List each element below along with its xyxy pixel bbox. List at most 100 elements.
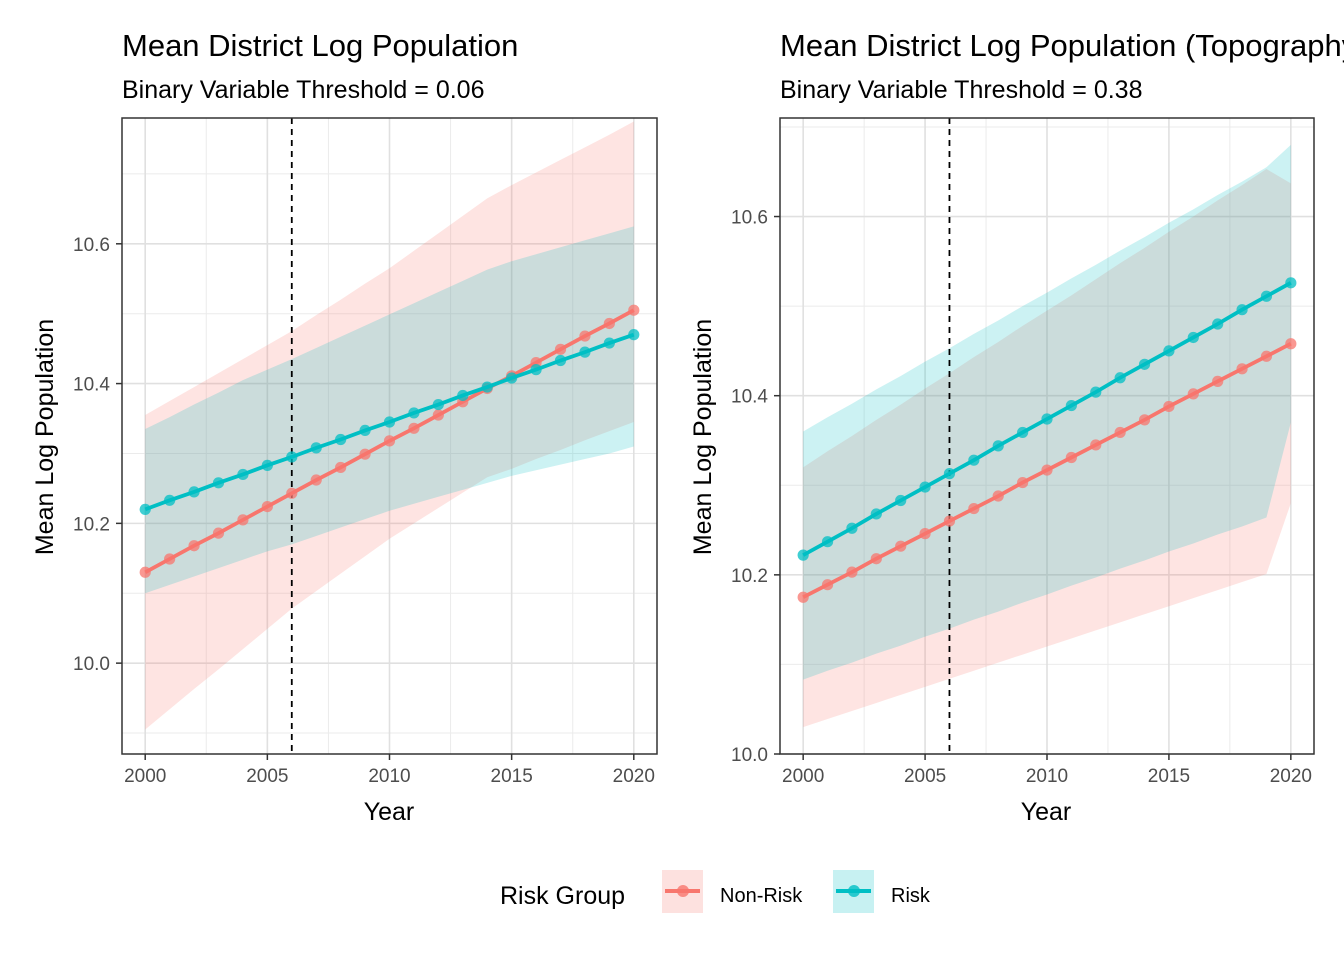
panel-2-x-tick-label: 2005: [904, 766, 946, 787]
point-non-risk: [919, 528, 931, 540]
point-risk: [286, 451, 298, 463]
point-risk: [335, 433, 347, 446]
panel-1-subtitle: Binary Variable Threshold = 0.06: [122, 76, 485, 104]
point-non-risk: [1285, 338, 1297, 350]
panel-2-series-layer: [797, 118, 1297, 754]
panel-2-x-tick-label: 2010: [1026, 766, 1068, 787]
point-non-risk: [1260, 350, 1273, 362]
point-risk: [1065, 399, 1077, 412]
point-non-risk: [310, 474, 322, 486]
point-risk: [1017, 426, 1029, 439]
point-risk: [261, 459, 273, 471]
panel-2-y-axis-label: Mean Log Population: [689, 319, 717, 555]
point-risk: [408, 407, 420, 419]
point-risk: [383, 416, 396, 428]
point-risk: [821, 536, 834, 548]
point-risk: [1163, 345, 1175, 357]
point-non-risk: [1236, 363, 1248, 375]
panel-2-subtitle: Binary Variable Threshold = 0.38: [780, 76, 1143, 104]
point-non-risk: [286, 487, 298, 499]
panel-2-plot-area: 2000 2005 2010 2015 2020 10.0 10.2 10.4 10.6: [731, 117, 1315, 787]
point-risk: [943, 468, 956, 480]
legend-point-non-risk: [677, 885, 689, 897]
point-non-risk: [1065, 451, 1077, 464]
panel-2-x-tick-label: 2020: [1270, 766, 1312, 787]
legend-label-non-risk: Non-Risk: [720, 885, 803, 907]
point-risk: [188, 486, 200, 498]
panel-1-x-tick-label: 2000: [124, 766, 166, 787]
point-non-risk: [1163, 400, 1175, 413]
panel-2-x-axis-label: Year: [1021, 798, 1072, 826]
point-non-risk: [870, 553, 882, 565]
point-risk: [1260, 290, 1273, 302]
panel-2-y-tick-label: 10.0: [731, 745, 768, 766]
panel-1-title: Mean District Log Population: [122, 28, 518, 63]
point-non-risk: [1114, 426, 1126, 439]
point-risk: [481, 381, 493, 393]
point-risk: [1090, 386, 1102, 398]
panel-1-x-tick-label: 2005: [246, 766, 288, 787]
point-risk: [968, 454, 980, 466]
panel-1-axes: 2000 2005 2010 2015 2020 10.0 10.2 10.4 10.6: [73, 235, 655, 787]
panel-1-x-tick-label: 2015: [491, 766, 533, 787]
panel-1-x-tick-label: 2020: [613, 766, 655, 787]
point-risk: [1041, 413, 1053, 425]
point-risk: [212, 477, 225, 489]
panel-2-x-tick-label: 2015: [1148, 766, 1190, 787]
point-risk: [628, 329, 640, 341]
panel-1-y-tick-label: 10.0: [73, 654, 110, 675]
panel-1-x-tick-label: 2010: [368, 766, 410, 787]
panel-2-x-tick-label: 2000: [782, 766, 824, 787]
point-non-risk: [1138, 414, 1151, 426]
point-non-risk: [821, 579, 834, 591]
point-non-risk: [797, 591, 809, 603]
point-non-risk: [212, 527, 225, 539]
point-risk: [1187, 331, 1199, 344]
panel-1-y-axis-label: Mean Log Population: [31, 319, 59, 555]
legend: Risk Group Non-Risk Risk: [500, 870, 931, 913]
point-non-risk: [579, 330, 591, 342]
panel-1-y-tick-label: 10.2: [73, 514, 110, 535]
point-non-risk: [432, 409, 444, 421]
point-risk: [164, 494, 176, 506]
point-non-risk: [846, 566, 858, 578]
point-risk: [797, 549, 809, 561]
point-risk: [579, 346, 591, 358]
panel-1-y-tick-label: 10.6: [73, 235, 110, 256]
panel-2: Mean District Log Population (Topography…: [689, 28, 1344, 826]
point-non-risk: [968, 502, 980, 515]
point-non-risk: [408, 422, 420, 434]
point-non-risk: [992, 490, 1004, 502]
point-risk: [870, 508, 882, 520]
point-non-risk: [1212, 375, 1224, 387]
point-risk: [919, 481, 931, 493]
point-non-risk: [383, 435, 396, 447]
point-risk: [1236, 304, 1248, 316]
point-risk: [846, 522, 858, 534]
point-risk: [506, 372, 518, 384]
point-risk: [359, 424, 371, 437]
panel-1-plot-area: 2000 2005 2010 2015 2020 10.0 10.2 10.4 10.6: [73, 117, 658, 787]
panel-1-grid: [122, 118, 657, 754]
ribbon-non-risk: [803, 169, 1291, 728]
point-non-risk: [603, 317, 615, 330]
point-risk: [1138, 358, 1151, 370]
point-risk: [992, 440, 1004, 452]
point-non-risk: [359, 448, 371, 460]
point-risk: [1212, 318, 1224, 330]
point-risk: [603, 337, 615, 349]
panel-1-y-tick-label: 10.4: [73, 375, 110, 396]
point-non-risk: [188, 540, 200, 552]
point-non-risk: [628, 304, 640, 316]
point-risk: [237, 468, 249, 481]
panel-2-axes: 2000 2005 2010 2015 2020 10.0 10.2 10.4 10.6: [731, 208, 1312, 787]
point-risk: [554, 354, 567, 367]
panel-2-grid: [780, 118, 1314, 755]
point-non-risk: [1090, 439, 1102, 451]
point-non-risk: [164, 553, 176, 565]
point-risk: [432, 398, 444, 411]
point-risk: [895, 494, 907, 507]
point-non-risk: [1041, 464, 1053, 476]
panel-2-y-tick-label: 10.2: [731, 566, 768, 587]
legend-label-risk: Risk: [891, 885, 931, 907]
